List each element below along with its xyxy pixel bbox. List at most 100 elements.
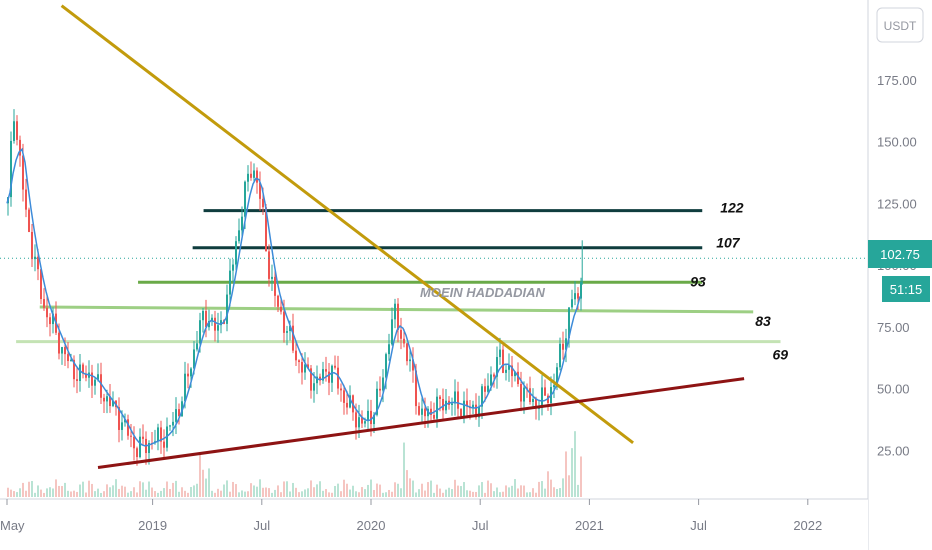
- volume-bar: [319, 481, 321, 497]
- volume-histogram: [7, 431, 582, 497]
- candle-body: [523, 387, 525, 402]
- volume-bar: [388, 489, 390, 497]
- price-axis-background[interactable]: [868, 0, 932, 550]
- volume-bar: [298, 492, 300, 497]
- candle-body: [178, 409, 180, 417]
- volume-bar: [124, 486, 126, 497]
- time-axis[interactable]: May 2019 Jul 2020 Jul 2021 Jul 2022: [0, 499, 822, 533]
- currency-badge[interactable]: [876, 7, 924, 43]
- volume-bar: [487, 480, 489, 497]
- candle-body: [553, 385, 555, 388]
- time-tick-label: 2020: [357, 518, 386, 533]
- level-label-69: 69: [773, 347, 789, 363]
- price-tick-label: 25.00: [877, 443, 910, 458]
- volume-bar: [421, 483, 423, 497]
- volume-bar: [346, 483, 348, 497]
- candle-body: [370, 410, 372, 425]
- candle-body: [319, 376, 321, 381]
- volume-bar: [376, 483, 378, 497]
- time-tick-label: 2019: [138, 518, 167, 533]
- candle-body: [52, 313, 54, 325]
- candle-body: [400, 329, 402, 339]
- candle-body: [232, 264, 234, 271]
- candle-body: [382, 377, 384, 391]
- candle-body: [490, 374, 492, 386]
- volume-bar: [439, 488, 441, 497]
- volume-bar: [484, 492, 486, 497]
- volume-bar: [52, 488, 54, 497]
- volume-bar: [430, 480, 432, 497]
- candle-body: [487, 385, 489, 392]
- volume-bar: [517, 488, 519, 497]
- volume-bar: [85, 492, 87, 497]
- countdown-value: 51:15: [890, 282, 923, 297]
- volume-bar: [340, 491, 342, 497]
- volume-bar: [418, 489, 420, 497]
- volume-bar: [556, 489, 558, 497]
- candle-body: [379, 388, 381, 391]
- volume-bar: [22, 482, 24, 497]
- candle-body: [202, 310, 204, 321]
- candle-body: [541, 387, 543, 408]
- candle-body: [244, 181, 246, 217]
- candle-body: [142, 436, 144, 439]
- volume-bar: [553, 487, 555, 497]
- volume-bar: [220, 490, 222, 497]
- candle-body: [250, 173, 252, 178]
- volume-bar: [181, 487, 183, 497]
- volume-bar: [580, 456, 582, 497]
- candle-body: [376, 388, 378, 415]
- candle-body: [388, 344, 390, 355]
- candle-body: [337, 367, 339, 389]
- volume-bar: [79, 484, 81, 497]
- volume-bar: [538, 481, 540, 497]
- volume-bar: [277, 485, 279, 497]
- candle-body: [214, 317, 216, 331]
- countdown-badge: [882, 276, 930, 302]
- candle-body: [538, 407, 540, 409]
- volume-bar: [304, 489, 306, 497]
- volume-bar: [157, 492, 159, 497]
- volume-bar: [427, 482, 429, 497]
- volume-bar: [223, 484, 225, 497]
- candle-body: [574, 293, 576, 300]
- candle-body: [283, 311, 285, 333]
- candle-body: [64, 347, 66, 355]
- candle-body: [67, 354, 69, 362]
- volume-bar: [349, 489, 351, 497]
- candle-body: [562, 343, 564, 350]
- candle-body: [208, 320, 210, 328]
- candle-body: [226, 294, 228, 324]
- volume-bar: [499, 492, 501, 497]
- volume-bar: [130, 491, 132, 497]
- volume-bar: [370, 479, 372, 497]
- volume-bar: [208, 468, 210, 497]
- volume-bar: [529, 492, 531, 497]
- volume-bar: [172, 482, 174, 497]
- volume-bar: [58, 485, 60, 497]
- time-axis-background[interactable]: [0, 499, 868, 550]
- candle-body: [190, 368, 192, 377]
- candle-body: [418, 406, 420, 415]
- candle-body: [544, 387, 546, 396]
- candle-body: [307, 364, 309, 369]
- volume-bar: [109, 487, 111, 497]
- volume-bar: [331, 492, 333, 497]
- candle-body: [322, 369, 324, 381]
- candle-body: [220, 320, 222, 326]
- volume-bar: [541, 481, 543, 497]
- candle-body: [451, 403, 453, 405]
- volume-bar: [463, 482, 465, 497]
- volume-bar: [235, 484, 237, 497]
- volume-bar: [142, 482, 144, 497]
- candle-body: [454, 391, 456, 404]
- volume-bar: [91, 483, 93, 497]
- candle-body: [442, 398, 444, 411]
- volume-bar: [307, 488, 309, 497]
- volume-bar: [454, 479, 456, 497]
- volume-bar: [445, 489, 447, 497]
- candle-body: [130, 435, 132, 437]
- candle-body: [334, 365, 336, 368]
- volume-bar: [436, 484, 438, 497]
